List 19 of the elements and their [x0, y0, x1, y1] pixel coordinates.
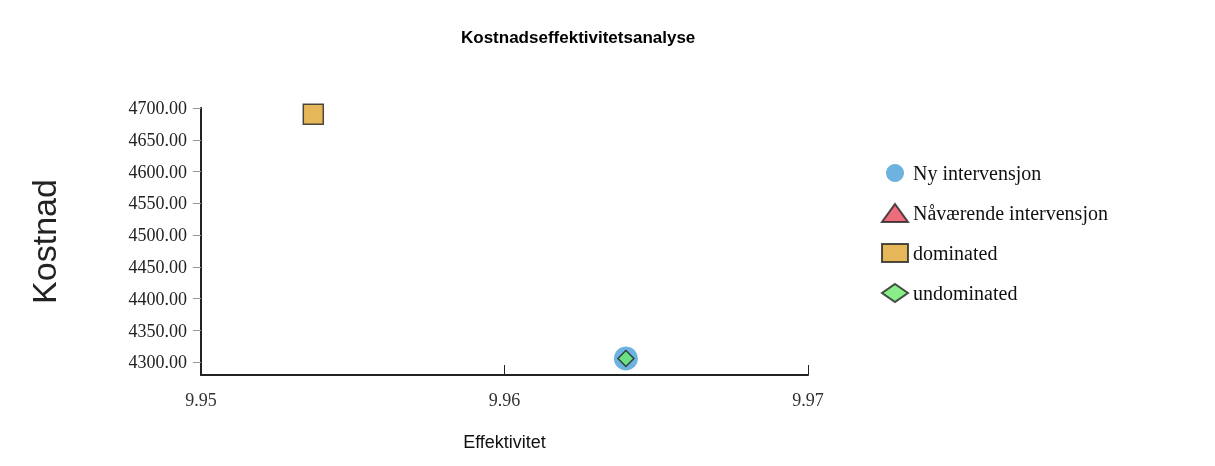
y-tick-label: 4550.00	[128, 193, 187, 214]
x-tick-label: 9.95	[185, 390, 217, 410]
y-tick-label: 4350.00	[128, 320, 187, 341]
y-tick-label: 4600.00	[128, 161, 187, 182]
chart-title: Kostnadseffektivitetsanalyse	[461, 28, 696, 47]
legend-label: Nåværende intervensjon	[913, 202, 1108, 225]
legend-label: Ny intervensjon	[913, 162, 1042, 185]
x-axis-title: Effektivitet	[463, 432, 546, 452]
x-tick-label: 9.97	[792, 390, 824, 410]
y-tick-label: 4700.00	[128, 98, 187, 118]
x-tick-label: 9.96	[488, 390, 521, 410]
y-tick-label: 4450.00	[128, 256, 187, 277]
legend-label: undominated	[913, 282, 1018, 304]
y-axis-title: Kostnad	[25, 179, 63, 304]
y-tick-label: 4300.00	[128, 352, 187, 373]
y-tick-label: 4650.00	[128, 129, 187, 150]
y-tick-label: 4400.00	[128, 288, 187, 309]
legend-label: dominated	[913, 242, 998, 264]
y-tick-label: 4500.00	[128, 225, 187, 246]
